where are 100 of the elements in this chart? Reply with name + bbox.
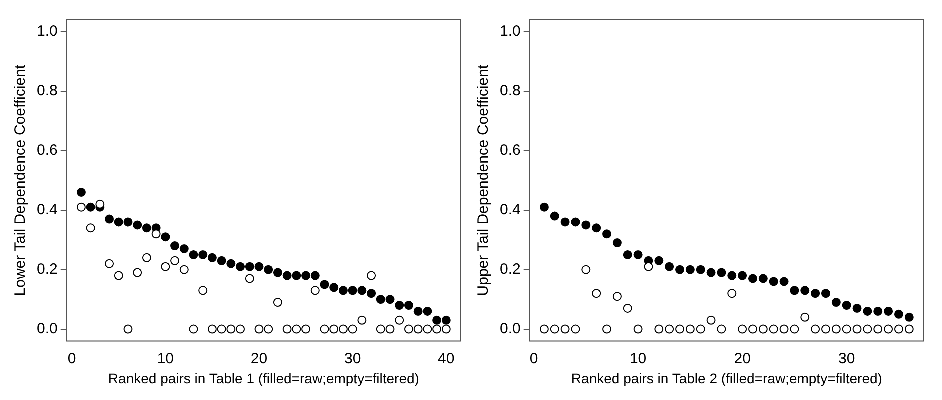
y-tick-label: 0.2 [36, 260, 58, 278]
y-tick-label: 0.4 [500, 201, 521, 218]
point [404, 301, 414, 310]
point [728, 289, 737, 298]
point [748, 324, 758, 334]
point [780, 324, 789, 334]
point [292, 324, 302, 334]
point [904, 324, 914, 334]
point [790, 324, 800, 334]
point [376, 295, 386, 304]
x-tick-label: 30 [838, 350, 856, 368]
x-tick-label: 0 [530, 350, 538, 368]
point [634, 250, 643, 260]
point [76, 188, 86, 197]
point [273, 268, 282, 278]
point [161, 262, 170, 272]
y-axis-title: Lower Tail Dependence Coefficient [12, 64, 30, 296]
point [376, 324, 386, 334]
point [832, 298, 841, 308]
point [358, 286, 367, 296]
point [758, 274, 768, 284]
point [758, 324, 768, 334]
point [592, 224, 602, 233]
point [338, 286, 348, 296]
point [226, 324, 236, 334]
point [208, 324, 217, 334]
point [105, 259, 114, 268]
point [310, 271, 320, 280]
point [264, 265, 274, 274]
point [105, 214, 114, 224]
x-tick-label: 10 [630, 350, 647, 368]
point [582, 220, 591, 230]
point [842, 301, 852, 310]
point [161, 232, 170, 242]
point [592, 289, 602, 298]
point [208, 253, 217, 262]
point [189, 250, 198, 260]
point [320, 280, 330, 290]
point [226, 259, 236, 268]
point [395, 316, 404, 325]
point [432, 316, 442, 325]
point [96, 200, 105, 209]
point [560, 218, 570, 227]
point [348, 286, 358, 296]
point [254, 324, 264, 334]
point [780, 277, 789, 286]
point [706, 268, 716, 278]
point [142, 253, 152, 262]
point [217, 324, 226, 334]
x-tick-label: 10 [157, 350, 174, 368]
point [571, 218, 580, 227]
point [874, 306, 883, 316]
point [894, 310, 904, 319]
y-tick-label: 1.0 [500, 23, 521, 40]
point [738, 271, 748, 280]
point [142, 224, 152, 233]
point [414, 306, 423, 316]
point [738, 324, 748, 334]
point [863, 324, 872, 334]
point [198, 286, 208, 296]
point [273, 298, 282, 308]
y-tick-label: 0.0 [36, 320, 58, 338]
point [302, 324, 311, 334]
point [236, 324, 246, 334]
point [832, 324, 841, 334]
point [717, 324, 726, 334]
point [821, 289, 830, 298]
point [86, 202, 96, 212]
point [634, 324, 643, 334]
x-tick-label: 0 [68, 350, 76, 368]
point [124, 324, 133, 334]
point [254, 262, 264, 272]
point [189, 324, 198, 334]
point [571, 324, 580, 334]
point [821, 324, 830, 334]
point [874, 324, 883, 334]
point [904, 312, 914, 322]
point [423, 306, 432, 316]
point [114, 218, 124, 227]
point [152, 230, 161, 239]
y-tick-label: 0.0 [500, 320, 521, 338]
point [302, 271, 311, 280]
point [386, 295, 395, 304]
x-tick-label: 30 [344, 350, 362, 368]
point [696, 324, 706, 334]
point [217, 256, 226, 266]
point [894, 324, 904, 334]
point [582, 265, 591, 274]
point [170, 256, 180, 266]
y-tick-label: 0.8 [500, 82, 521, 100]
point [395, 301, 404, 310]
point [367, 271, 376, 280]
point [198, 250, 208, 260]
point [696, 265, 706, 274]
y-tick-label: 1.0 [36, 23, 58, 40]
point [623, 250, 632, 260]
point [245, 274, 254, 284]
point [644, 262, 654, 272]
point [717, 268, 726, 278]
point [367, 289, 376, 298]
